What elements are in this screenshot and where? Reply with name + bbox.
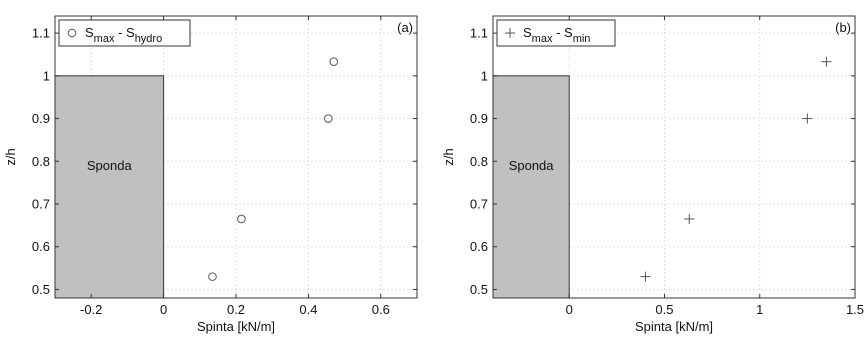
data-point [237,214,246,224]
legend-text: Smax - Smin [523,25,590,45]
legend-text-mid: - S [552,25,573,40]
x-axis-label: Spinta [kN/m] [635,319,713,334]
legend-box [58,19,191,47]
y-tick-label: 1.1 [470,26,488,41]
data-point [684,213,695,224]
x-tick-label: 0.5 [655,302,673,317]
x-tick-label: 0 [160,302,167,317]
legend-text-sub: max [94,33,115,45]
y-tick-label: 0.5 [32,282,50,297]
bank-region [54,75,165,299]
data-point [208,272,217,281]
y-tick-label: 1 [43,68,50,83]
y-tick-label: 0.8 [32,154,50,169]
y-tick-label: 0.6 [32,239,50,254]
y-tick-label: 1 [481,68,488,83]
y-tick-label: 0.7 [470,197,488,212]
x-tick-label: -0.2 [80,302,102,317]
legend-box [496,19,616,47]
legend-text-main: S [523,25,532,40]
legend: Smax - Smin [496,19,616,47]
y-tick-label: 0.9 [470,111,488,126]
y-tick-label: 0.9 [32,111,50,126]
bank-region [492,75,570,299]
legend-marker [67,28,77,38]
y-axis-label: z/h [441,148,456,165]
data-point [329,57,339,67]
legend-text-mid: - S [114,25,135,40]
legend-text-sub: min [573,33,591,45]
y-tick-label: 1.1 [32,26,50,41]
legend-text-sub: hydro [135,33,163,45]
panel-a: Sponda -0.2 0 0.2 0.4 0.6 0.5 0.6 0.7 0.8 0.9 1 1.1 S… [3,15,418,334]
legend-text: Smax - Shydro [85,25,162,45]
panel-label: (a) [397,20,413,35]
axes-frame [492,15,856,299]
x-tick-label: 0.2 [227,302,245,317]
x-axis-label: Spinta [kN/m] [197,319,275,334]
x-tick-label: 1.5 [846,302,864,317]
x-tick-label: 0.4 [299,302,317,317]
bank-label: Sponda [509,158,555,173]
legend-text-main: S [85,25,94,40]
y-tick-label: 0.6 [470,239,488,254]
data-point [324,114,333,123]
y-tick-label: 0.8 [470,154,488,169]
x-tick-label: 1 [756,302,763,317]
y-axis-label: z/h [3,148,18,165]
data-point [821,56,832,67]
panel-label: (b) [835,20,851,35]
x-tick-label: 0.6 [372,302,390,317]
panel-b: Sponda 0 0.5 1 1.5 0.5 0.6 0.7 0.8 0.9 1 1.1 Spinta … [441,15,864,334]
y-tick-label: 0.5 [470,282,488,297]
data-point [640,271,651,282]
data-point [802,113,813,124]
y-tick-label: 0.7 [32,197,50,212]
x-tick-label: 0 [566,302,573,317]
legend-text-sub: max [532,33,553,45]
bank-label: Sponda [87,158,133,173]
legend: Smax - Shydro [58,19,191,47]
